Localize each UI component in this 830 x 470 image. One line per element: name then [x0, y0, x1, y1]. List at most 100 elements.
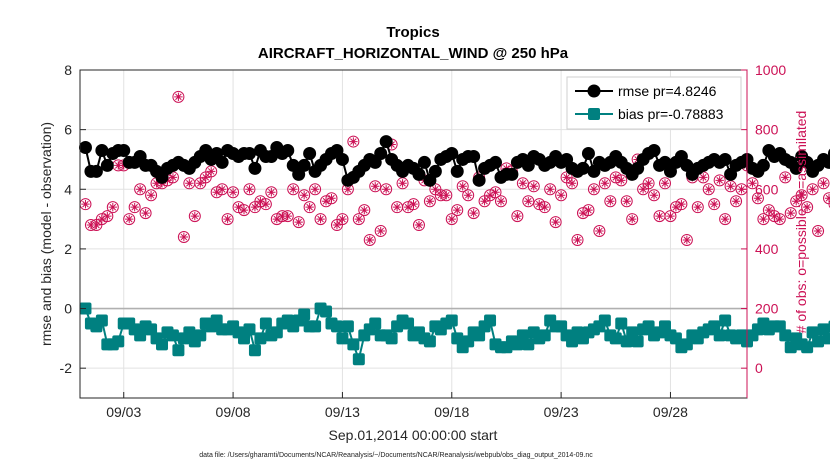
obs-count-point [128, 201, 141, 214]
obs-count-point [374, 225, 387, 238]
bias-point [445, 314, 458, 327]
y2-tick-label: 400 [755, 241, 779, 257]
obs-count-point [566, 177, 579, 190]
obs-count-point [522, 195, 535, 208]
obs-assimilated-marker [447, 214, 456, 224]
obs-count-point [713, 174, 726, 187]
obs-assimilated-marker [797, 191, 806, 200]
obs-assimilated-marker [819, 179, 828, 188]
obs-assimilated-marker [256, 197, 265, 206]
obs-possible-marker [828, 200, 830, 209]
bias-point [166, 329, 179, 342]
obs-assimilated-marker [748, 179, 757, 188]
obs-assimilated-marker [289, 185, 298, 194]
obs-assimilated-marker [480, 197, 489, 206]
footnote: data file: /Users/gharamti/Documents/NCA… [199, 452, 593, 459]
rmse-point [242, 146, 256, 160]
obs-possible-marker [713, 174, 726, 187]
y-tick-label: 2 [64, 241, 72, 257]
bias-point [423, 335, 436, 348]
bias-point [259, 317, 272, 330]
obs-count-point [287, 183, 300, 196]
obs-possible-marker [106, 201, 119, 214]
obs-assimilated-marker [655, 211, 664, 221]
obs-assimilated-marker [212, 188, 221, 197]
rmse-point [450, 164, 464, 178]
obs-possible-marker [604, 195, 617, 208]
obs-count-point [238, 204, 251, 217]
obs-assimilated-marker [491, 188, 500, 197]
obs-assimilated-marker [458, 182, 467, 191]
obs-assimilated-marker [92, 220, 101, 230]
rmse-point [78, 141, 92, 155]
ticks-layer: 09/03 09/08 09/13 09/18 09/23 09/28 -2 0 2 4 6 8 0 20… [60, 62, 787, 420]
obs-assimilated-marker [371, 182, 380, 191]
obs-count-point [336, 213, 349, 226]
obs-assimilated-marker [704, 185, 713, 194]
obs-possible-marker [445, 213, 458, 226]
obs-count-point [527, 180, 540, 193]
legend-bias-marker [588, 108, 600, 120]
obs-possible-marker [730, 195, 743, 208]
bias-point [484, 314, 497, 327]
obs-assimilated-marker [327, 194, 336, 203]
obs-possible-marker [516, 177, 529, 190]
obs-count-point [79, 198, 92, 211]
obs-assimilated-marker [125, 214, 134, 224]
y-axis-label: rmse and bias (model - observation) [38, 122, 54, 346]
obs-count-point [582, 204, 595, 217]
y-tick-label: 0 [64, 301, 72, 317]
obs-count-point [139, 207, 152, 220]
bias-point [369, 317, 382, 330]
obs-possible-marker [779, 171, 792, 184]
obs-possible-marker [456, 180, 469, 193]
obs-assimilated-marker [786, 208, 795, 218]
obs-count-point [626, 213, 639, 226]
obs-assimilated-marker [606, 197, 615, 206]
obs-assimilated-marker [649, 191, 659, 200]
bias-point [538, 329, 551, 342]
obs-assimilated-marker [611, 173, 620, 182]
obs-possible-marker [658, 177, 671, 190]
obs-assimilated-marker [556, 191, 566, 200]
obs-assimilated-marker [283, 211, 292, 221]
obs-possible-marker [292, 216, 305, 229]
rmse-point [297, 158, 311, 172]
bias-point [631, 335, 644, 348]
x-tick-label: 09/18 [434, 404, 469, 420]
obs-count-point [243, 183, 256, 196]
obs-count-point [407, 198, 420, 211]
obs-count-point [538, 201, 551, 214]
obs-count-point [658, 177, 671, 190]
x-tick-label: 09/03 [106, 404, 141, 420]
rmse-point [379, 135, 393, 149]
obs-assimilated-marker [207, 167, 216, 176]
bias-point [522, 338, 535, 351]
obs-possible-marker [188, 210, 201, 223]
obs-assimilated-marker [409, 199, 418, 209]
obs-possible-marker [549, 216, 562, 229]
obs-possible-marker [298, 189, 311, 202]
obs-possible-marker [593, 225, 606, 238]
rmse-point [335, 152, 349, 166]
obs-count-point [587, 183, 600, 196]
obs-assimilated-marker [770, 211, 779, 221]
rmse-point [718, 152, 732, 166]
obs-count-point [489, 186, 502, 199]
obs-assimilated-marker [802, 202, 812, 212]
obs-assimilated-marker [715, 176, 724, 185]
obs-assimilated-marker [201, 173, 210, 182]
obs-assimilated-marker [540, 202, 549, 212]
obs-assimilated-marker [764, 205, 774, 215]
obs-count-point [352, 213, 365, 226]
obs-assimilated-marker [190, 211, 200, 221]
obs-count-point [188, 210, 201, 223]
obs-possible-marker [145, 189, 158, 202]
obs-possible-marker [363, 233, 376, 246]
obs-count-point [555, 189, 568, 202]
obs-assimilated-marker [578, 208, 588, 218]
obs-possible-marker [615, 174, 628, 187]
obs-possible-marker [369, 180, 382, 193]
obs-assimilated-marker [524, 197, 533, 206]
